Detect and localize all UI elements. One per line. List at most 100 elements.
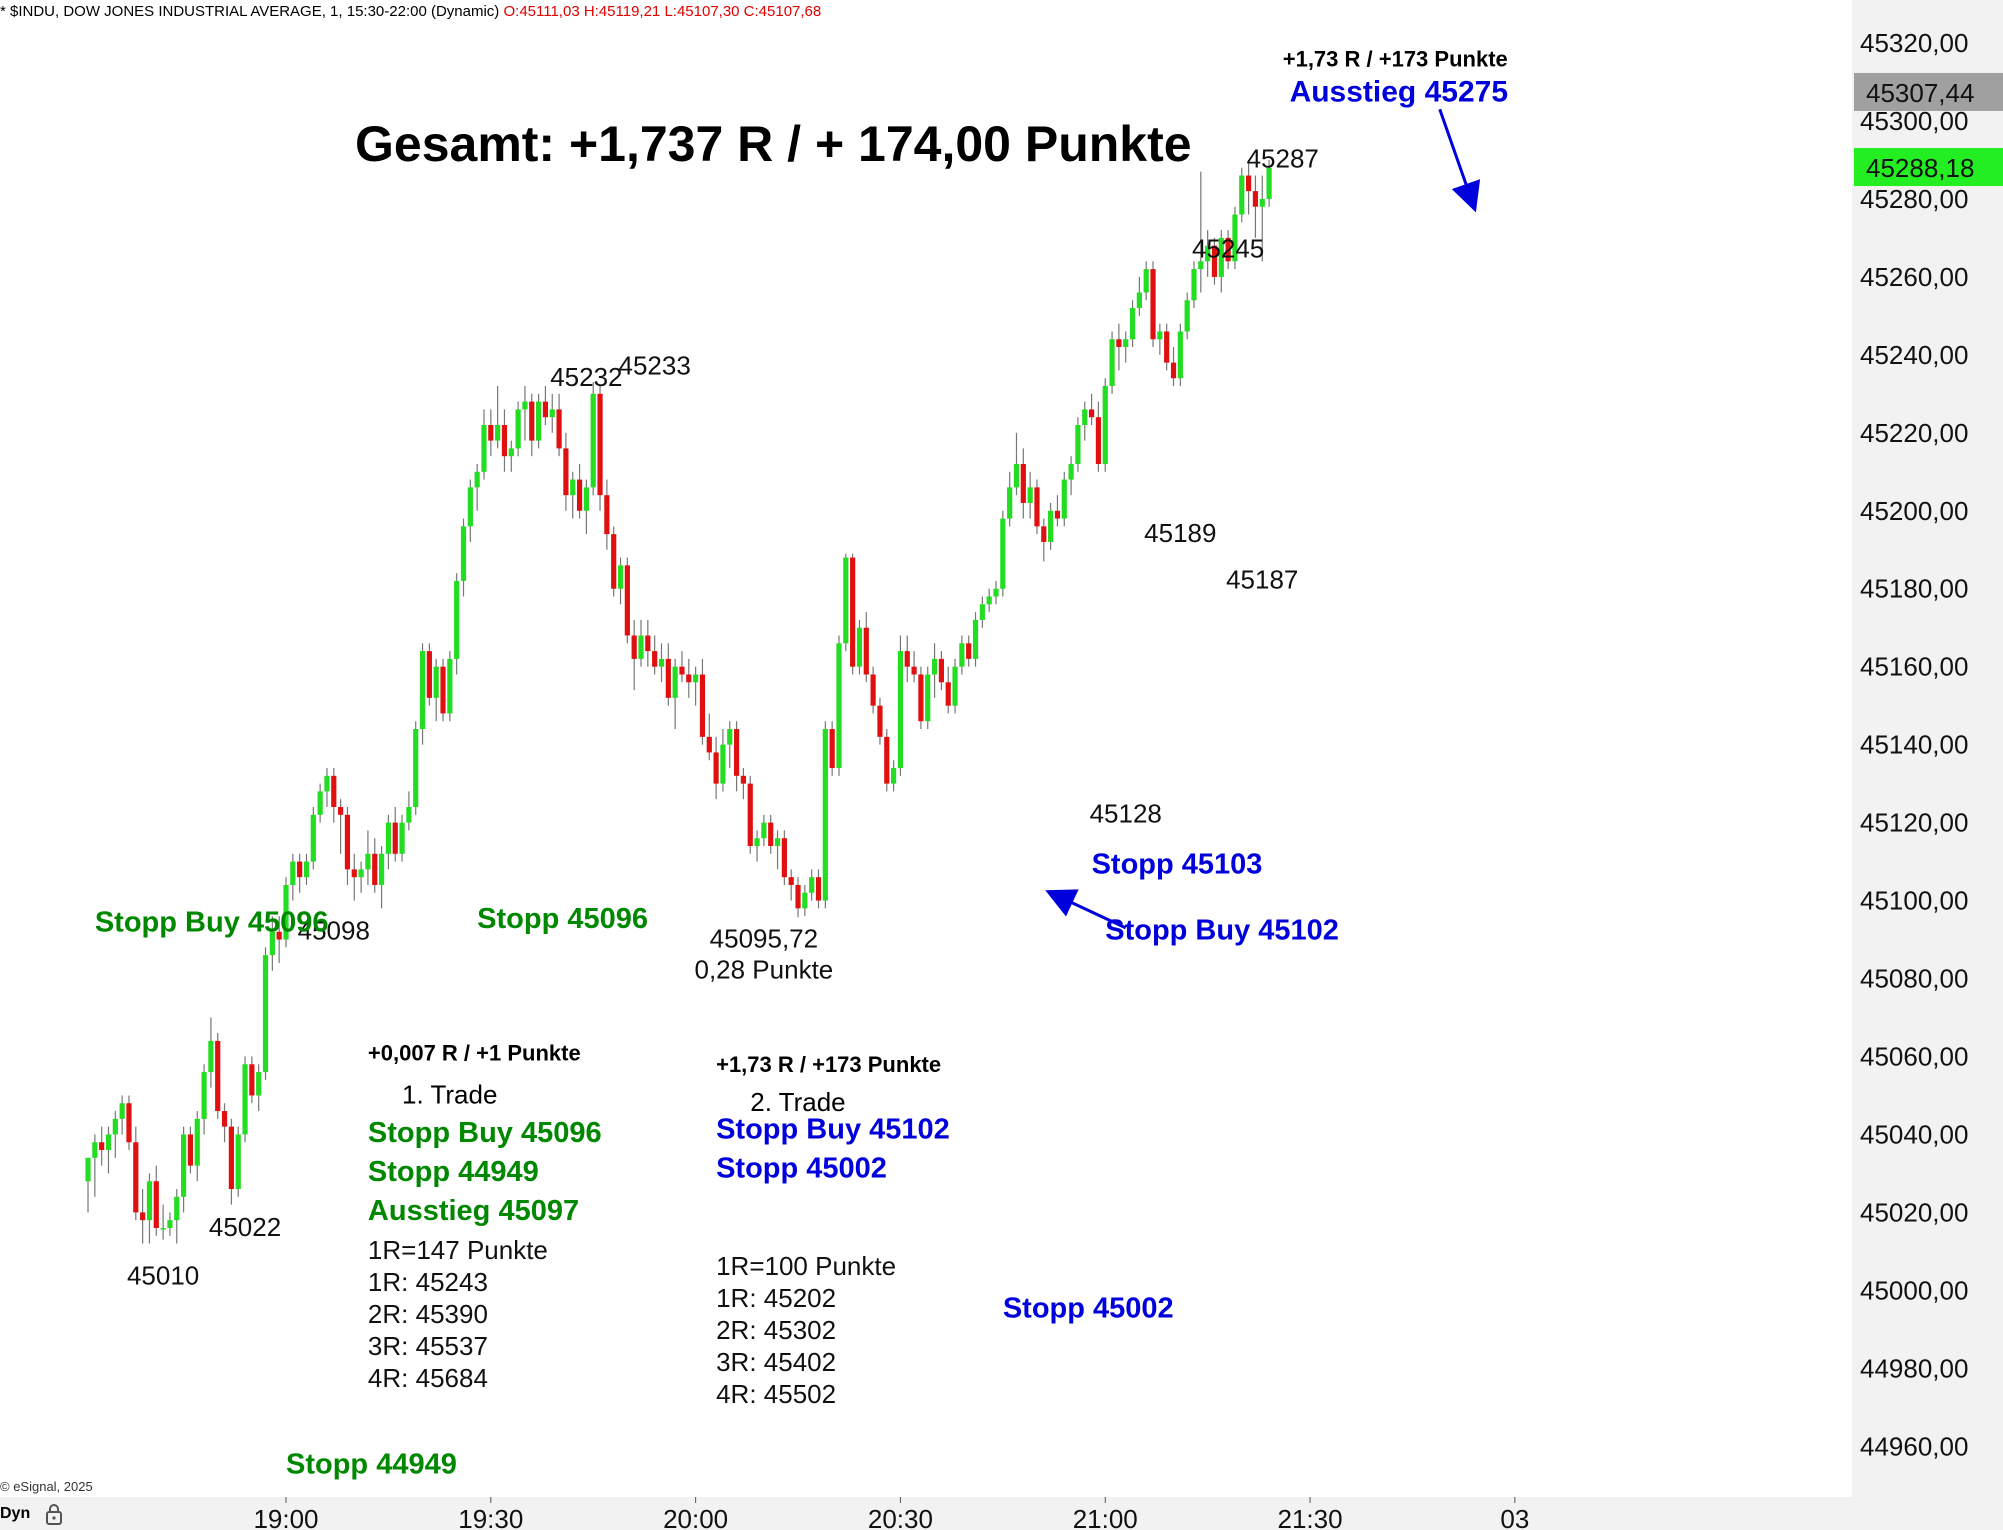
candle-down [276,931,282,940]
trade-note-line: 2R: 45390 [368,1299,488,1329]
candle-up [317,791,323,815]
candle-down [99,1142,105,1151]
candle-down [1246,175,1252,192]
annotation-blue: Stopp Buy 45102 [1105,915,1339,947]
price-tick-label: 45060,00 [1860,1041,1968,1071]
price-label: 45189 [1144,518,1216,548]
candle-up [986,596,992,605]
candle-up [1102,386,1108,464]
lock-icon[interactable] [44,1502,64,1526]
candle-up [235,1134,241,1190]
candle-up [303,861,310,878]
candle-up [1184,300,1190,332]
candle-down [1034,487,1040,527]
candle-up [1013,463,1020,488]
candle-up [638,635,644,659]
candle-down [221,1111,228,1127]
candle-up [570,479,576,496]
candle-up [972,619,979,659]
candle-down [1020,463,1026,503]
candle-up [1129,308,1136,340]
candle-up [447,658,453,714]
price-label: 45233 [619,350,691,380]
candle-up [1075,425,1081,464]
candle-up [358,869,364,878]
time-axis[interactable] [0,1497,2003,1530]
candle-down [884,736,890,784]
trade-note-line: 2R: 45302 [716,1315,836,1345]
candle-up [399,822,405,854]
candle-up [843,557,849,644]
candle-up [693,674,699,683]
annotation-arrow [1438,108,1481,213]
candles [85,159,1272,1244]
price-label: 45095,72 [710,923,818,953]
price-label: 45245 [1192,233,1264,263]
candle-down [1164,331,1170,363]
candle-up [549,409,555,418]
price-tick-label: 45220,00 [1860,418,1968,448]
candle-down [215,1040,221,1112]
candle-up [1177,331,1183,379]
candle-up [1007,487,1013,519]
annotation-blue: Stopp 45002 [1003,1293,1174,1325]
candle-down [611,534,617,589]
candle-up [1157,331,1163,340]
chart-title: Gesamt: +1,737 R / + 174,00 Punkte [355,116,1192,172]
time-tick-label: 19:00 [253,1504,318,1530]
candle-down [768,822,774,846]
price-tick-label: 45320,00 [1860,28,1968,58]
price-marker-label: 45288,18 [1866,153,1974,183]
symbol-header: * $INDU, DOW JONES INDUSTRIAL AVERAGE, 1… [0,3,821,20]
candle-up [262,955,269,1073]
candle-down [870,674,876,706]
dyn-mode-label[interactable]: Dyn [0,1505,31,1522]
candle-up [85,1157,91,1182]
candle-down [1088,409,1095,418]
candle-down [338,807,344,815]
candle-up [413,729,419,808]
candle-down [488,425,494,441]
candle-up [1198,261,1204,270]
candle-up [324,775,330,792]
candle-down [918,674,924,722]
candle-down [713,752,719,784]
price-axis[interactable] [1852,0,2003,1530]
candle-down [652,651,658,667]
candle-up [1109,339,1115,387]
trade-note-line: 3R: 45402 [716,1347,836,1377]
candle-down [344,814,351,870]
price-label: 0,28 Punkte [694,955,833,985]
price-tick-label: 45140,00 [1860,730,1968,760]
candle-down [604,495,610,535]
candle-down [140,1212,146,1221]
candle-down [426,651,432,698]
candle-down [529,401,535,441]
annotation-green: Stopp Buy 45096 [95,907,329,939]
candle-down [911,666,917,675]
price-tick-label: 45120,00 [1860,808,1968,838]
candle-up [1027,487,1033,503]
candle-up [515,409,521,449]
candle-down [556,409,562,449]
candle-down [679,666,685,675]
price-tick-label: 45280,00 [1860,184,1968,214]
candle-up [105,1134,112,1151]
candle-down [597,393,603,496]
candle-up [1123,339,1129,348]
candle-up [180,1134,187,1197]
candle-up [931,658,938,675]
candle-up [201,1072,207,1119]
candle-up [112,1118,118,1135]
candle-up [658,658,665,667]
candle-up [467,487,473,527]
candle-up [256,1072,262,1096]
candle-up [460,526,467,581]
candle-up [208,1040,214,1073]
price-tick-label: 45200,00 [1860,496,1968,526]
candle-down [645,635,651,652]
candle-down [829,729,835,769]
candle-up [310,814,316,862]
candle-up [1136,292,1142,309]
